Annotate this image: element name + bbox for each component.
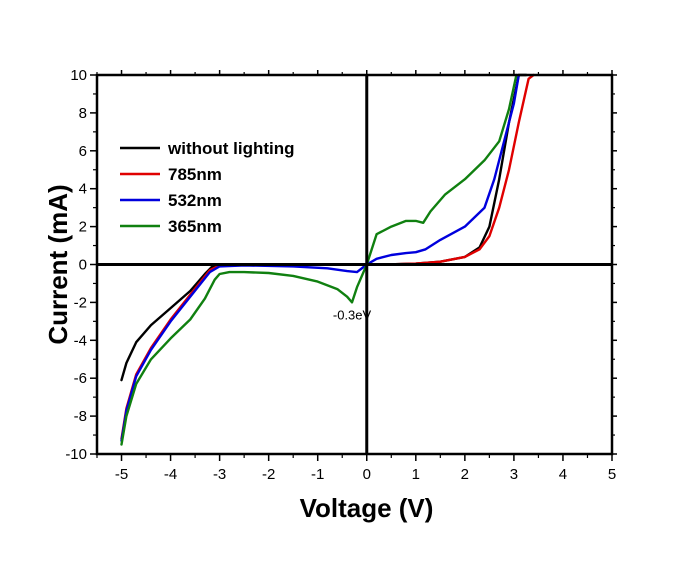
legend-label-1: 785nm xyxy=(168,165,222,184)
x-tick-label-9: 4 xyxy=(559,466,567,483)
annotations: -0.3eV xyxy=(333,307,372,322)
series-line-2 xyxy=(120,73,520,442)
series-line-3 xyxy=(120,73,518,446)
y-tick-label-1: -8 xyxy=(74,408,87,425)
y-tick-label-4: -2 xyxy=(74,294,87,311)
y-tick-label-2: -6 xyxy=(74,370,87,387)
annotation-0: -0.3eV xyxy=(333,307,372,322)
y-tick-label-9: 8 xyxy=(79,105,87,122)
x-tick-label-7: 2 xyxy=(461,466,469,483)
y-tick-label-6: 2 xyxy=(79,219,87,236)
x-tick-label-10: 5 xyxy=(608,466,616,483)
x-tick-label-5: 0 xyxy=(363,466,371,483)
y-tick-label-3: -4 xyxy=(74,332,87,349)
y-tick-label-0: -10 xyxy=(65,446,87,463)
x-tick-label-3: -2 xyxy=(262,466,275,483)
x-tick-label-8: 3 xyxy=(510,466,518,483)
x-tick-label-6: 1 xyxy=(412,466,420,483)
legend-label-0: without lighting xyxy=(167,139,295,158)
y-tick-label-7: 4 xyxy=(79,181,87,198)
series-line-1 xyxy=(120,73,535,440)
x-tick-label-2: -3 xyxy=(213,466,226,483)
y-tick-label-8: 6 xyxy=(79,143,87,160)
series-layer xyxy=(120,73,535,446)
x-tick-label-1: -4 xyxy=(164,466,177,483)
x-axis-title: Voltage (V) xyxy=(300,493,434,523)
x-tick-label-4: -1 xyxy=(311,466,324,483)
legend: without lighting 785nm 532nm 365nm xyxy=(120,139,295,236)
legend-label-2: 532nm xyxy=(168,191,222,210)
y-axis-title: Current (mA) xyxy=(43,184,73,344)
legend-label-3: 365nm xyxy=(168,217,222,236)
y-tick-label-10: 10 xyxy=(70,67,87,84)
x-tick-label-0: -5 xyxy=(115,466,128,483)
zero-lines xyxy=(97,75,612,454)
y-tick-label-5: 0 xyxy=(79,257,87,274)
